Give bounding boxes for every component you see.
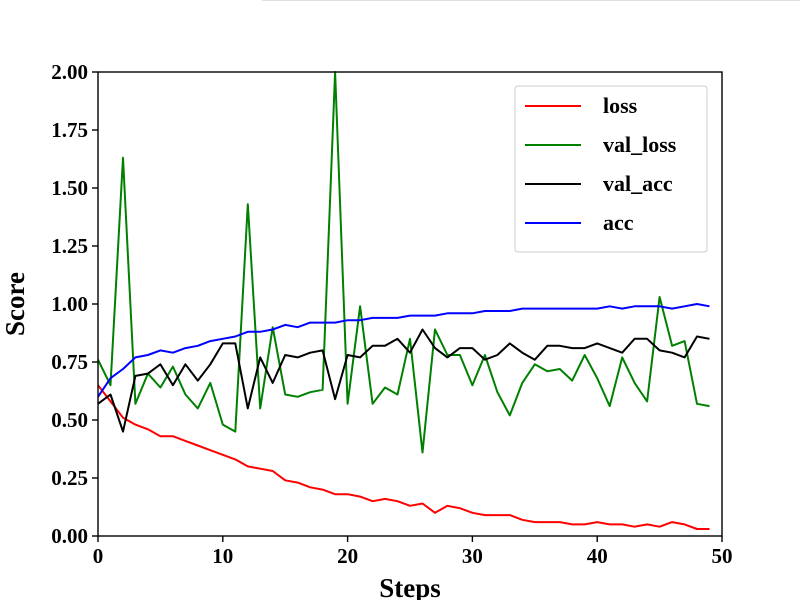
series-line-loss bbox=[97, 384, 710, 530]
y-tick-label: 1.25 bbox=[51, 234, 88, 258]
x-tick-label: 50 bbox=[712, 544, 733, 568]
y-tick-label: 1.00 bbox=[51, 292, 88, 316]
y-tick-label: 1.75 bbox=[51, 118, 88, 142]
x-tick-label: 10 bbox=[212, 544, 233, 568]
x-tick-label: 30 bbox=[462, 544, 483, 568]
legend-box bbox=[514, 85, 708, 253]
series-layer bbox=[97, 71, 710, 530]
x-tick-label: 0 bbox=[93, 544, 104, 568]
x-axis-label: Steps bbox=[379, 573, 441, 600]
y-tick-label: 0.25 bbox=[51, 466, 88, 490]
plot-area-frame bbox=[97, 71, 723, 537]
x-tick-label: 20 bbox=[337, 544, 358, 568]
series-line-acc bbox=[97, 303, 710, 398]
y-tick-label: 0.00 bbox=[51, 524, 88, 548]
y-tick-label: 0.50 bbox=[51, 408, 88, 432]
series-line-val-loss bbox=[97, 71, 710, 454]
y-tick-label: 1.50 bbox=[51, 176, 88, 200]
legend-label-val-loss: val_loss bbox=[603, 132, 677, 157]
series-line-val-acc bbox=[97, 328, 710, 433]
legend-label-loss: loss bbox=[603, 93, 638, 118]
x-tick-label: 40 bbox=[587, 544, 608, 568]
y-tick-label: 2.00 bbox=[51, 60, 88, 84]
y-tick-label: 0.75 bbox=[51, 350, 88, 374]
legend-label-acc: acc bbox=[603, 210, 634, 235]
ticks-layer: 0 10 20 30 40 50 0.00 0.25 0.50 0.75 1.00 1.25 1.50 1… bbox=[51, 60, 732, 568]
y-axis-label: Score bbox=[0, 272, 30, 336]
legend-label-val-acc: val_acc bbox=[603, 171, 673, 196]
